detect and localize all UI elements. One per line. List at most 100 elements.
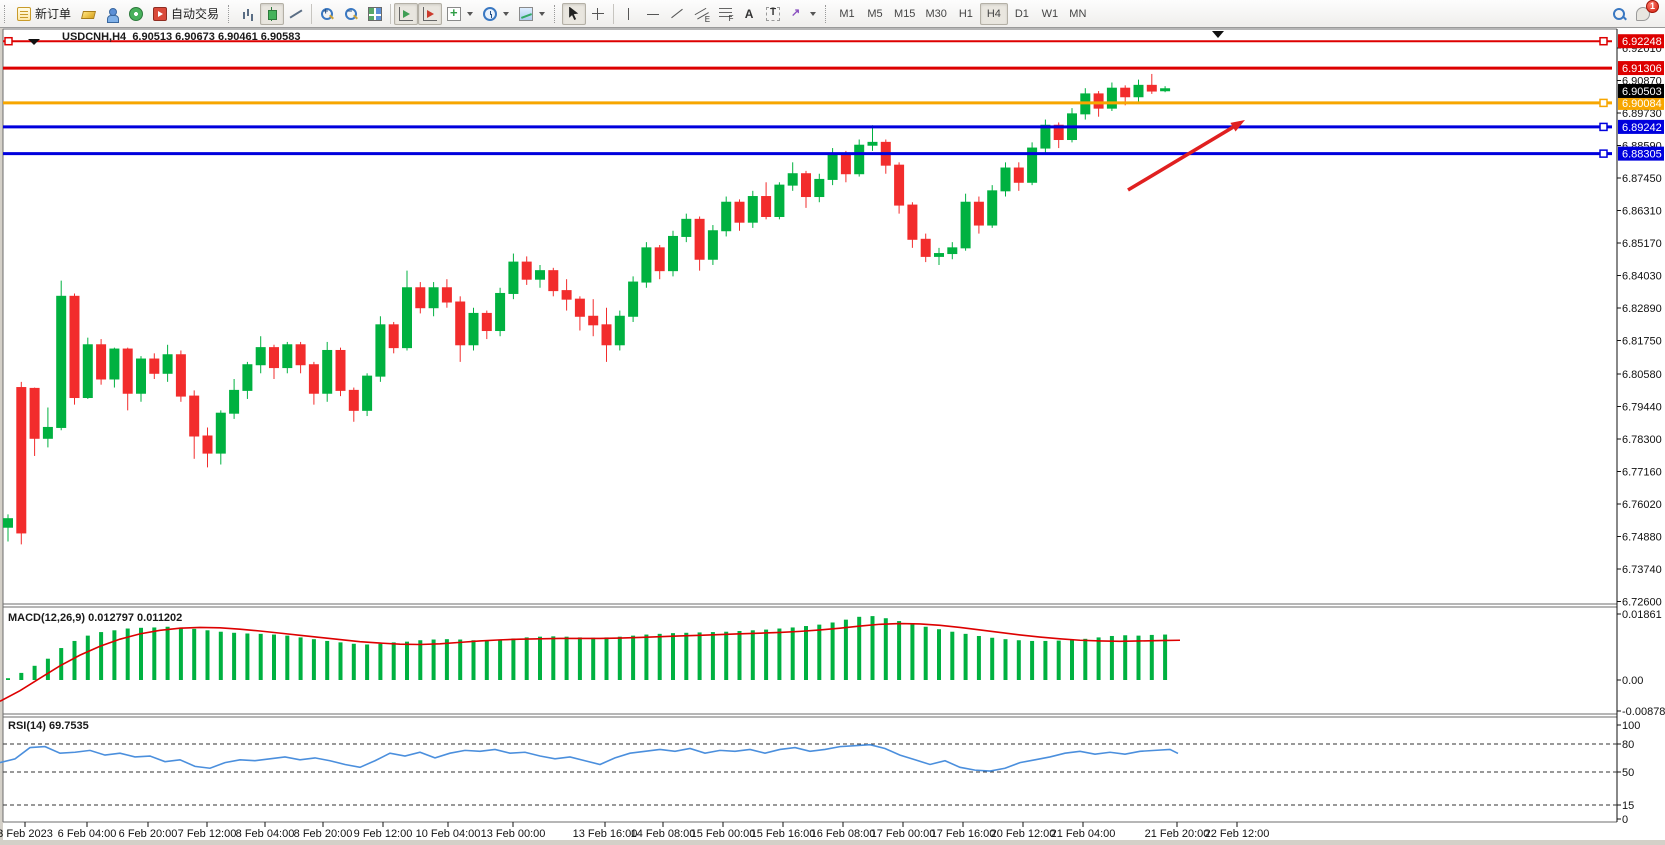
arrows-tool[interactable] — [785, 3, 821, 25]
zoom-in-button[interactable]: + — [315, 3, 339, 25]
macd-bar — [351, 643, 356, 680]
line-end-marker — [1599, 122, 1608, 132]
macd-bar — [617, 636, 622, 680]
cursor-tool-button[interactable] — [562, 2, 587, 25]
macd-bar — [99, 632, 104, 680]
signals-button[interactable] — [124, 3, 148, 25]
rsi-axis-tick: 80 — [1622, 739, 1634, 751]
macd-bar — [963, 633, 968, 680]
horizontal-line-tool[interactable] — [641, 3, 665, 25]
annotation-arrow-head — [1230, 120, 1245, 132]
macd-bar — [817, 624, 822, 680]
chart-shift-button[interactable] — [418, 2, 443, 25]
macd-bar — [498, 639, 503, 680]
rsi-axis-tick: 100 — [1622, 720, 1640, 732]
text-tool[interactable]: A — [737, 3, 761, 25]
candlestick-icon — [265, 6, 279, 21]
timeframe-button-m1[interactable]: M1 — [839, 7, 855, 20]
line-chart-button[interactable] — [284, 3, 308, 25]
timeframe-button-h1[interactable]: H1 — [958, 7, 973, 20]
macd-bar — [657, 633, 662, 680]
svg-text:6.89242: 6.89242 — [1622, 122, 1662, 134]
timeframe-button-w1[interactable]: W1 — [1041, 7, 1059, 20]
macd-bar — [232, 632, 237, 680]
vertical-line-tool[interactable] — [617, 3, 641, 25]
macd-bar — [684, 632, 689, 680]
macd-bar — [551, 636, 556, 680]
autotrading-button[interactable]: 自动交易 — [148, 3, 224, 25]
time-axis-label: 16 Feb 08:00 — [811, 828, 876, 840]
rsi-axis-tick: 50 — [1622, 767, 1634, 779]
timeframe-button-m15[interactable]: M15 — [894, 7, 916, 20]
toolbar-grip[interactable] — [554, 4, 559, 23]
indicators-button[interactable] — [442, 3, 478, 25]
tile-windows-button[interactable] — [363, 3, 387, 25]
macd-bar — [1083, 638, 1088, 680]
chart-title: USDCNH,H4 6.90513 6.90673 6.90461 6.9058… — [62, 31, 301, 43]
toolbar-grip[interactable] — [4, 4, 9, 23]
macd-bar — [378, 643, 383, 680]
current-price-badge — [1618, 83, 1664, 98]
macd-bar — [631, 635, 636, 680]
vertical-line-icon — [622, 7, 636, 21]
gold-ingot-icon — [80, 11, 96, 19]
text-label-tool[interactable] — [761, 3, 785, 25]
timeframe-button-m30[interactable]: M30 — [925, 7, 947, 20]
robot-icon — [153, 6, 168, 21]
time-axis-label: 3 Feb 2023 — [0, 828, 53, 840]
trendline-icon — [670, 7, 684, 21]
notifications-button[interactable]: 1 — [1631, 0, 1659, 25]
fibonacci-tool[interactable]: F — [713, 3, 737, 25]
macd-bar — [1096, 637, 1101, 680]
templates-button[interactable] — [514, 3, 550, 25]
community-button[interactable] — [100, 3, 124, 25]
macd-bar — [1123, 635, 1128, 680]
periods-button[interactable] — [478, 3, 514, 25]
timeframe-button-h4[interactable]: H4 — [979, 2, 1008, 25]
price-level-badge — [1618, 34, 1664, 49]
price-axis-tick: 6.78300 — [1622, 434, 1662, 446]
chart-symbol-period: USDCNH,H4 — [62, 31, 127, 43]
price-axis-tick: 6.73740 — [1622, 564, 1662, 576]
trendline-tool[interactable] — [665, 3, 689, 25]
new-order-button[interactable]: 新订单 — [12, 3, 76, 25]
chart-shift-icon — [423, 6, 438, 21]
chart-canvas[interactable]: 6.920106.908706.897306.885906.874506.863… — [0, 28, 1665, 845]
macd-bar — [444, 639, 449, 680]
channel-tool[interactable]: E — [689, 3, 713, 25]
macd-bar — [990, 637, 995, 680]
market-button[interactable] — [76, 3, 100, 25]
macd-bar — [870, 616, 875, 680]
macd-bar — [112, 630, 117, 680]
macd-bar — [591, 637, 596, 680]
svg-text:6.91306: 6.91306 — [1622, 63, 1662, 75]
auto-scroll-button[interactable] — [394, 2, 419, 25]
toolbar-grip[interactable] — [825, 4, 830, 23]
tile-windows-icon — [368, 6, 383, 21]
timeframe-button-d1[interactable]: D1 — [1014, 7, 1029, 20]
macd-bar — [1163, 634, 1168, 680]
price-axis-tick: 6.80580 — [1622, 369, 1662, 381]
horizontal-line-icon — [646, 7, 660, 21]
price-axis-tick: 6.86310 — [1622, 206, 1662, 218]
macd-bar — [1109, 635, 1114, 680]
line-end-marker — [1599, 149, 1608, 158]
crosshair-tool-button[interactable] — [586, 3, 610, 25]
timeframe-button-mn[interactable]: MN — [1069, 7, 1087, 20]
clock-icon — [483, 6, 498, 21]
toolbar-grip[interactable] — [228, 4, 233, 23]
svg-text:6.90503: 6.90503 — [1622, 86, 1662, 98]
zoom-out-button[interactable]: − — [339, 3, 363, 25]
timeframe-button-m5[interactable]: M5 — [867, 7, 883, 20]
svg-text:6.88305: 6.88305 — [1622, 149, 1662, 161]
search-button[interactable] — [1607, 3, 1631, 25]
time-axis-label: 17 Feb 16:00 — [931, 828, 996, 840]
time-axis-label: 20 Feb 12:00 — [991, 828, 1056, 840]
macd-bar — [897, 621, 902, 680]
bar-chart-button[interactable] — [236, 3, 260, 25]
macd-bar — [697, 632, 702, 680]
arrows-icon — [790, 6, 804, 21]
macd-bar — [950, 631, 955, 680]
chevron-down-icon — [503, 11, 510, 16]
candlestick-chart-button[interactable] — [260, 2, 285, 25]
